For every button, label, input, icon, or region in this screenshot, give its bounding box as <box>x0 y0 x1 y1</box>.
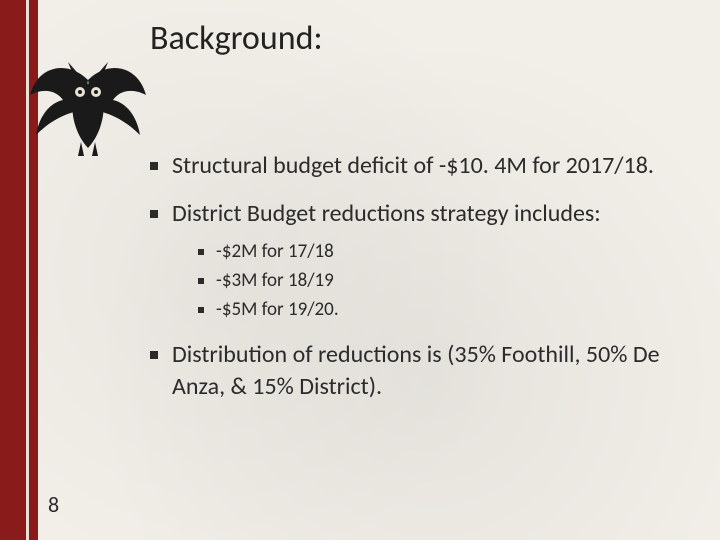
slide-body: Structural budget deficit of -$10. 4M fo… <box>150 150 680 418</box>
bullet-text: District Budget reductions strategy incl… <box>172 199 601 228</box>
owl-logo-icon <box>28 40 148 160</box>
sub-bullet-text: -$2M for 17/18 <box>216 240 334 263</box>
bullet-item: Distribution of reductions is (35% Footh… <box>150 339 680 402</box>
sub-bullet-text: -$3M for 18/19 <box>216 269 334 292</box>
bullet-item: Structural budget deficit of -$10. 4M fo… <box>150 150 680 182</box>
slide: Background: Structural budget deficit of… <box>0 0 720 540</box>
sub-bullet-text: -$5M for 19/20. <box>216 298 339 321</box>
bullet-text: Structural budget deficit of -$10. 4M fo… <box>172 151 654 180</box>
bullet-item: District Budget reductions strategy incl… <box>150 198 680 323</box>
sub-bullet-list: -$2M for 17/18 -$3M for 18/19 -$5M for 1… <box>198 239 680 323</box>
sub-bullet-item: -$5M for 19/20. <box>198 297 680 324</box>
bullet-text: Distribution of reductions is (35% Footh… <box>172 340 660 401</box>
sub-bullet-item: -$2M for 17/18 <box>198 239 680 266</box>
page-number: 8 <box>48 491 59 518</box>
sub-bullet-item: -$3M for 18/19 <box>198 268 680 295</box>
bullet-list: Structural budget deficit of -$10. 4M fo… <box>150 150 680 402</box>
slide-title: Background: <box>150 18 323 59</box>
